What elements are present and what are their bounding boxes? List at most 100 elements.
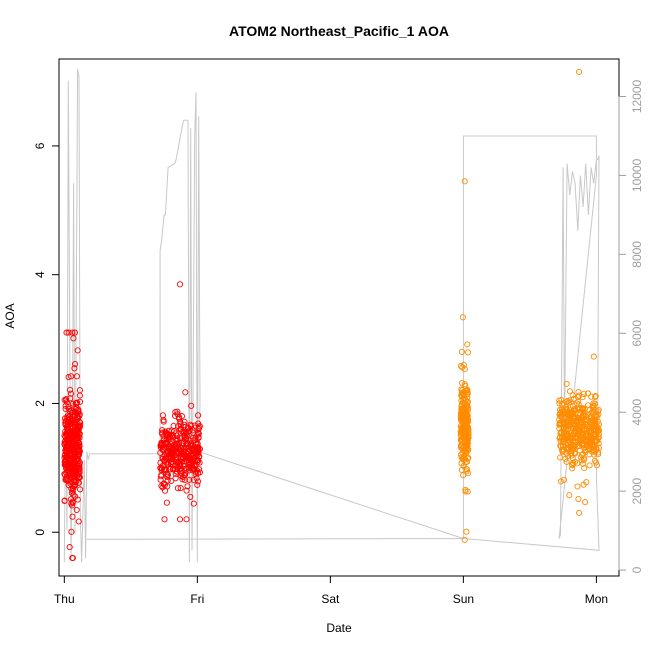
data-point	[66, 408, 73, 415]
data-point	[157, 449, 164, 456]
data-point	[562, 440, 569, 447]
data-point	[179, 473, 186, 481]
data-point	[195, 412, 202, 419]
data-point	[590, 402, 597, 409]
data-point	[70, 400, 77, 407]
data-point	[557, 430, 564, 437]
data-point	[69, 329, 76, 336]
data-point	[162, 429, 169, 436]
data-point	[72, 447, 79, 454]
data-point	[590, 353, 597, 360]
data-point	[570, 432, 577, 439]
data-point	[63, 329, 70, 336]
data-point	[69, 438, 76, 445]
data-point	[64, 432, 71, 439]
data-point	[595, 440, 602, 447]
data-point	[569, 461, 576, 468]
x-axis: Thu Fri Sat Sun Mon	[54, 575, 608, 606]
data-point	[172, 475, 179, 482]
data-point	[570, 439, 577, 446]
data-point	[63, 396, 70, 403]
data-point	[64, 436, 71, 443]
data-point	[465, 446, 472, 453]
data-point	[570, 413, 577, 420]
data-point	[459, 413, 466, 420]
data-point	[195, 434, 202, 442]
data-point	[589, 431, 596, 438]
data-point	[76, 418, 83, 425]
data-point	[186, 467, 193, 474]
data-point	[462, 456, 469, 463]
data-point	[558, 446, 565, 453]
data-point	[77, 486, 84, 493]
data-point	[560, 476, 568, 483]
data-point	[179, 476, 186, 483]
data-point	[575, 398, 582, 405]
data-point	[580, 455, 588, 462]
data-point	[458, 417, 465, 424]
data-point	[590, 451, 598, 458]
data-point	[181, 434, 188, 441]
data-point	[73, 468, 80, 476]
data-point	[69, 513, 76, 520]
data-point	[461, 178, 468, 185]
data-point	[586, 462, 593, 469]
data-point	[568, 449, 575, 457]
data-point	[583, 416, 591, 423]
data-point	[159, 484, 166, 491]
data-point	[576, 509, 583, 516]
data-point	[176, 457, 183, 464]
data-point	[557, 454, 564, 461]
y2-tick-label: 10000	[630, 158, 644, 192]
data-point	[460, 361, 467, 368]
x-tick-label: Thu	[54, 592, 75, 606]
data-point	[75, 474, 83, 481]
data-point	[181, 421, 188, 428]
data-point	[167, 466, 174, 473]
data-point	[71, 329, 78, 336]
x-axis-title: Date	[326, 621, 352, 635]
data-point	[73, 373, 80, 380]
data-point	[63, 475, 70, 483]
data-point	[189, 452, 196, 460]
data-point	[564, 398, 571, 405]
data-point	[164, 473, 171, 480]
data-point	[592, 392, 599, 400]
data-point	[67, 390, 75, 397]
data-point	[576, 68, 583, 75]
data-point	[68, 502, 76, 509]
y2-tick-label: 0	[630, 566, 644, 573]
data-point	[591, 457, 598, 464]
data-point	[583, 479, 590, 486]
data-point	[68, 489, 75, 496]
data-point	[167, 459, 174, 466]
data-point	[188, 402, 195, 409]
data-point	[76, 465, 83, 472]
data-point	[74, 437, 81, 444]
data-point	[569, 403, 576, 410]
data-point	[68, 528, 75, 535]
data-point	[195, 430, 202, 437]
y-tick-label: 0	[33, 529, 47, 536]
data-point	[76, 412, 83, 419]
data-point	[176, 434, 183, 441]
data-point	[594, 408, 601, 415]
data-point	[62, 462, 69, 469]
data-point	[460, 395, 467, 402]
data-point	[189, 427, 196, 434]
data-point	[182, 389, 189, 396]
data-point	[192, 470, 199, 478]
data-point	[185, 449, 192, 456]
data-point	[192, 435, 199, 442]
data-point	[558, 397, 565, 404]
data-point	[194, 481, 201, 488]
data-point	[170, 448, 177, 455]
data-point	[66, 430, 73, 437]
data-point	[559, 447, 566, 454]
data-point	[179, 428, 186, 435]
x-tick-label: Mon	[585, 592, 608, 606]
data-point	[157, 476, 164, 483]
data-point	[593, 412, 600, 419]
data-point	[71, 365, 78, 372]
